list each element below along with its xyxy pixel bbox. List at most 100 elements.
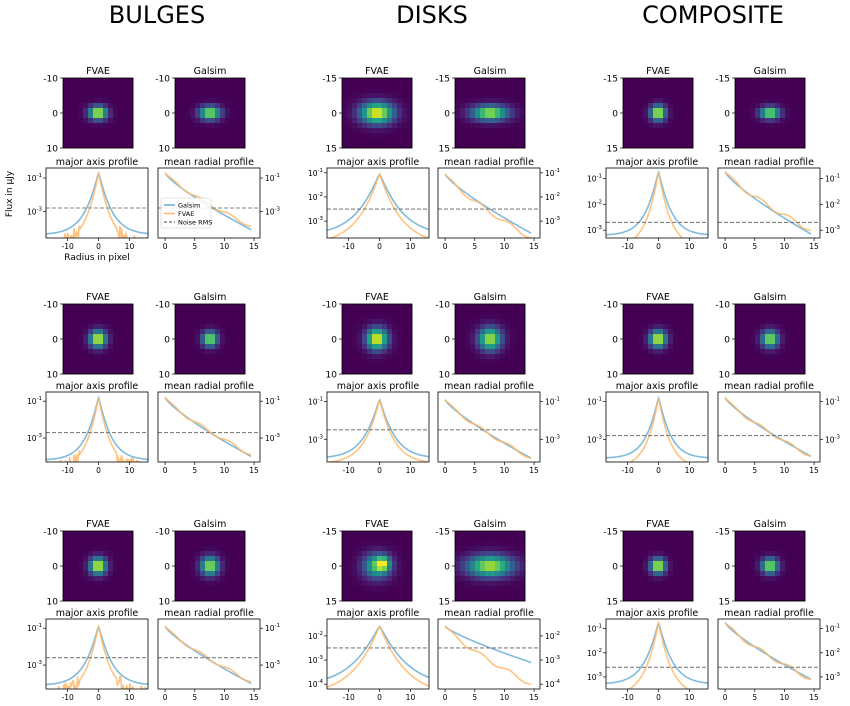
fvae-line xyxy=(724,397,812,458)
x-tick-label: 15 xyxy=(529,242,539,251)
x-tick-label: 0 xyxy=(163,466,168,475)
image-tick-label: 15 xyxy=(607,598,618,608)
y-tick-label: 10-3 xyxy=(545,655,561,665)
major-axis-profile: major axis profile -10 0 10 10-1 10-2 10-3 xyxy=(587,157,709,251)
mean-radial-profile: mean radial profile 0 5 10 15 10-1 10-2 10-3 xyxy=(717,157,841,251)
fvae-image: FVAE -10 0 10 xyxy=(603,292,694,381)
x-tick-label: 5 xyxy=(752,466,757,475)
image-tick-label: 15 xyxy=(326,598,337,608)
axes-frame xyxy=(717,167,821,239)
y-tick-label: 10-2 xyxy=(545,631,560,641)
image-tick-label: -15 xyxy=(603,75,618,85)
x-tick-label: 10 xyxy=(500,693,510,702)
y-tick-label: 10-2 xyxy=(587,648,602,658)
image-tick-label: -15 xyxy=(715,528,730,538)
mean-radial-profile: mean radial profile 0 5 10 15 10-1 10-3 xyxy=(717,381,841,475)
galsim-image: Galsim -10 0 10 xyxy=(715,292,806,381)
x-tick-label: -10 xyxy=(622,466,634,475)
mean-radial-profile: mean radial profile 0 5 10 15 10-2 10-3 10-4 xyxy=(437,608,561,702)
axes-frame xyxy=(605,391,709,463)
y-tick-label: 10-1 xyxy=(587,396,602,406)
image-tick-label: -10 xyxy=(155,75,170,85)
y-tick-label: 10-3 xyxy=(265,433,281,443)
image-tick-label: -10 xyxy=(322,301,337,311)
x-tick-label: 10 xyxy=(125,242,135,251)
major-axis-profile: major axis profile -10 0 10 10-1 10-2 10-3 xyxy=(587,608,709,702)
fvae-line xyxy=(628,398,689,462)
image-tick-label: 0 xyxy=(52,110,58,120)
x-tick-label: 0 xyxy=(377,242,382,251)
image-title: Galsim xyxy=(754,519,787,530)
x-tick-label: -10 xyxy=(622,242,634,251)
y-axis-label: Flux in μJy xyxy=(5,170,15,217)
x-tick-label: 10 xyxy=(220,242,230,251)
x-tick-label: -10 xyxy=(622,693,634,702)
mean-radial-profile: mean radial profile 0 5 10 15 10-1 10-3 xyxy=(157,608,281,702)
major-axis-profile: major axis profile -10 0 10 10-1 10-3 xyxy=(308,381,430,475)
image-title: Galsim xyxy=(194,292,227,303)
x-tick-label: 10 xyxy=(220,693,230,702)
image-tick-label: -10 xyxy=(43,528,58,538)
fvae-image: FVAE -15 0 15 xyxy=(603,519,694,608)
image-tick-label: -10 xyxy=(155,301,170,311)
x-tick-label: 15 xyxy=(249,466,259,475)
x-tick-label: 0 xyxy=(723,242,728,251)
axes-frame xyxy=(717,391,821,463)
panel-composite-1: FVAE -15 0 15 Galsim -15 0 15 major axis profile… xyxy=(587,66,841,251)
image-title: Galsim xyxy=(194,519,227,530)
fvae-line xyxy=(54,170,148,238)
y-tick-label: 10-1 xyxy=(587,173,602,183)
profile-title: mean radial profile xyxy=(164,608,254,619)
x-tick-label: 15 xyxy=(809,242,819,251)
x-tick-label: 0 xyxy=(723,693,728,702)
image-tick-label: 0 xyxy=(164,563,170,573)
profile-title: mean radial profile xyxy=(164,157,254,168)
image-tick-label: 15 xyxy=(326,145,337,155)
image-tick-label: 0 xyxy=(724,110,730,120)
x-tick-label: 5 xyxy=(472,693,477,702)
fvae-line xyxy=(164,397,252,456)
galsim-image: Galsim -15 0 15 xyxy=(715,66,806,155)
fvae-line xyxy=(724,171,812,232)
y-tick-label: 10-3 xyxy=(308,216,324,226)
x-tick-label: 10 xyxy=(406,466,416,475)
mean-radial-profile: mean radial profile 0 5 10 15 10-1 10-3 xyxy=(157,381,281,475)
profile-title: major axis profile xyxy=(616,157,699,168)
axes-frame xyxy=(157,391,261,463)
x-tick-label: -10 xyxy=(343,693,355,702)
image-title: Galsim xyxy=(474,292,507,303)
image-tick-label: 15 xyxy=(719,598,730,608)
x-tick-label: 10 xyxy=(685,242,695,251)
legend-label: Galsim xyxy=(178,201,200,209)
image-title: Galsim xyxy=(474,519,507,530)
galsim-line xyxy=(444,173,532,234)
mean-radial-profile: mean radial profile 0 5 10 15 10-1 10-2 10-3 xyxy=(717,608,841,702)
y-tick-label: 10-1 xyxy=(27,623,42,633)
galsim-image: Galsim -10 0 10 xyxy=(155,519,246,608)
x-tick-label: 0 xyxy=(96,693,101,702)
image-tick-label: 0 xyxy=(612,110,618,120)
image-tick-label: -15 xyxy=(435,75,450,85)
fvae-line xyxy=(444,399,532,460)
x-tick-label: 0 xyxy=(656,693,661,702)
fvae-image: FVAE -10 0 10 xyxy=(322,292,413,381)
image-tick-label: -10 xyxy=(155,528,170,538)
x-tick-label: 15 xyxy=(249,242,259,251)
galsim-image: Galsim -15 0 15 xyxy=(715,519,806,608)
profile-title: major axis profile xyxy=(56,381,139,392)
image-title: FVAE xyxy=(86,66,110,77)
image-title: FVAE xyxy=(365,66,389,77)
image-tick-label: 0 xyxy=(444,110,450,120)
fvae-line xyxy=(633,172,684,238)
x-tick-label: 15 xyxy=(249,693,259,702)
y-tick-label: 10-2 xyxy=(825,648,840,658)
major-axis-profile: major axis profile -10 0 10 10-1 10-3 xyxy=(27,157,149,251)
fvae-line xyxy=(328,172,429,238)
fvae-line xyxy=(164,625,252,683)
image-tick-label: 10 xyxy=(159,145,171,155)
image-tick-label: 15 xyxy=(607,145,618,155)
